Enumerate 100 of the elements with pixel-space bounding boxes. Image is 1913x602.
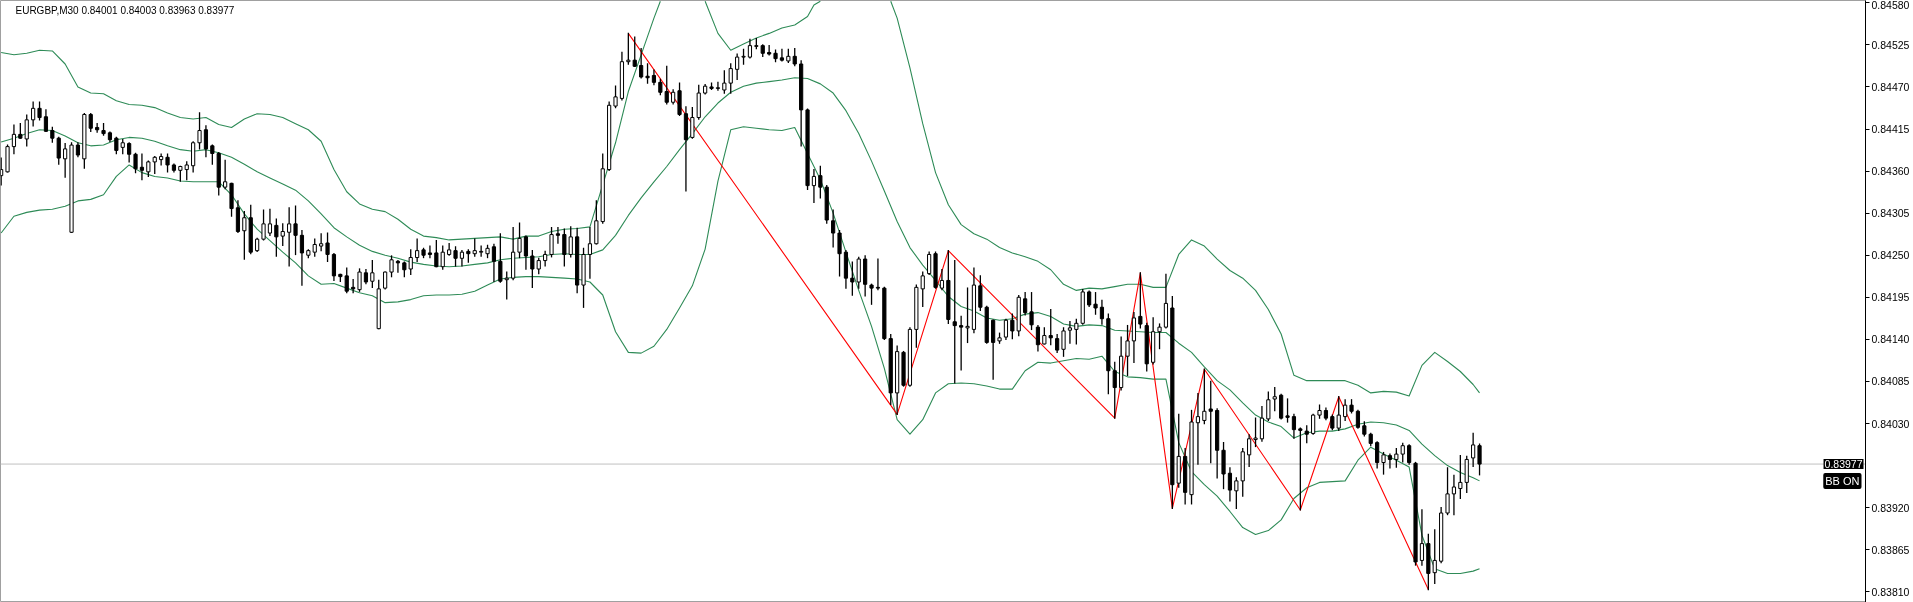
candlestick xyxy=(139,153,145,181)
y-tick-label: 0.83810 xyxy=(1871,585,1910,598)
candlestick xyxy=(1381,451,1386,475)
y-tick-label: 0.84140 xyxy=(1871,333,1910,346)
candlestick xyxy=(299,230,305,286)
candlestick xyxy=(1343,399,1348,422)
candlestick xyxy=(31,101,36,127)
y-tick-label: 0.84305 xyxy=(1871,207,1910,220)
candlestick xyxy=(543,250,548,267)
candlestick xyxy=(1221,441,1226,490)
candlestick xyxy=(1234,477,1239,510)
candlestick xyxy=(1202,368,1207,425)
ref-line-label: 0.83977 xyxy=(1824,458,1863,471)
candlestick xyxy=(395,259,401,273)
candlestick xyxy=(965,287,970,344)
candlestick xyxy=(56,136,61,165)
candlestick xyxy=(869,283,874,305)
candlestick xyxy=(1387,453,1393,469)
candlestick xyxy=(370,259,375,288)
candlestick xyxy=(1099,299,1105,325)
candlestick xyxy=(1298,427,1303,511)
candlestick xyxy=(43,109,49,132)
y-tick-label: 0.84030 xyxy=(1871,417,1910,430)
candlestick xyxy=(331,253,337,282)
candlestick xyxy=(1023,292,1028,316)
candlestick xyxy=(677,82,682,116)
candlestick xyxy=(587,227,593,279)
candlestick xyxy=(127,142,132,163)
candlestick xyxy=(351,279,356,294)
candlestick xyxy=(1471,432,1476,467)
candlestick xyxy=(1464,455,1469,493)
candlestick xyxy=(664,65,669,105)
chart-title: EURGBP,M30 0.84001 0.84003 0.83963 0.83977 xyxy=(15,4,235,16)
candlestick xyxy=(1458,454,1463,500)
text: BB ON xyxy=(1825,474,1860,487)
y-tick-label: 0.84470 xyxy=(1871,80,1910,93)
line-series xyxy=(0,77,1481,482)
candlestick xyxy=(728,63,733,94)
candlestick xyxy=(1407,444,1412,465)
candlestick xyxy=(1195,393,1201,465)
candlestick xyxy=(831,209,836,248)
y-tick-label: 0.84415 xyxy=(1871,123,1910,136)
candlestick xyxy=(1311,413,1316,435)
candlestick xyxy=(959,315,964,371)
y-tick-label: 0.84525 xyxy=(1871,38,1910,51)
candlestick xyxy=(389,255,394,278)
candlestick xyxy=(1279,393,1284,420)
candlestick xyxy=(1259,406,1265,442)
candlestick xyxy=(1157,323,1162,350)
candlestick xyxy=(927,251,932,275)
candlestick xyxy=(235,200,241,233)
candlestick xyxy=(1394,448,1399,468)
candlestick xyxy=(1061,327,1066,357)
candlestick xyxy=(1138,272,1143,329)
candlestick xyxy=(325,232,330,262)
candlestick xyxy=(203,125,209,158)
candlestick xyxy=(1285,398,1290,423)
candlestick xyxy=(1477,443,1482,476)
y-tick-label: 0.83865 xyxy=(1871,543,1910,556)
candlestick xyxy=(1163,273,1169,329)
candlestick xyxy=(1003,318,1009,341)
candlestick xyxy=(1400,442,1405,463)
candlestick xyxy=(1247,434,1252,467)
candlestick xyxy=(1419,509,1425,566)
candlestick xyxy=(837,230,842,277)
candlestick xyxy=(1253,417,1258,448)
candlestick xyxy=(63,142,68,178)
candlestick xyxy=(613,85,618,109)
candlestick xyxy=(939,269,945,291)
candlestick xyxy=(639,48,644,79)
candlestick xyxy=(1445,467,1450,516)
candlestick xyxy=(779,48,785,62)
candlestick xyxy=(811,168,817,204)
candlestick xyxy=(645,63,650,84)
candlestick xyxy=(1375,441,1380,469)
candlestick xyxy=(1451,474,1457,516)
candlestick xyxy=(133,152,138,174)
candlestick xyxy=(1266,391,1271,422)
candlestick xyxy=(1093,292,1098,315)
candlestick xyxy=(952,259,957,384)
line-series xyxy=(627,32,1429,591)
candlestick xyxy=(818,165,823,199)
candlestick xyxy=(293,205,298,256)
candlestick xyxy=(747,38,753,59)
candlestick xyxy=(261,209,266,241)
candlestick xyxy=(95,123,100,133)
line-series xyxy=(0,126,1481,574)
candlestick xyxy=(715,81,721,91)
line-series xyxy=(890,0,1481,397)
line-series xyxy=(704,0,821,51)
candlestick xyxy=(447,243,452,256)
candlestick xyxy=(991,319,996,380)
candlestick xyxy=(357,268,362,292)
candlestick xyxy=(735,53,740,80)
y-tick-label: 0.84195 xyxy=(1871,291,1910,304)
candlestick xyxy=(191,141,196,173)
candlestick xyxy=(491,243,497,282)
candlestick xyxy=(1227,467,1233,502)
candlestick xyxy=(197,112,202,150)
candlestick xyxy=(523,235,529,270)
